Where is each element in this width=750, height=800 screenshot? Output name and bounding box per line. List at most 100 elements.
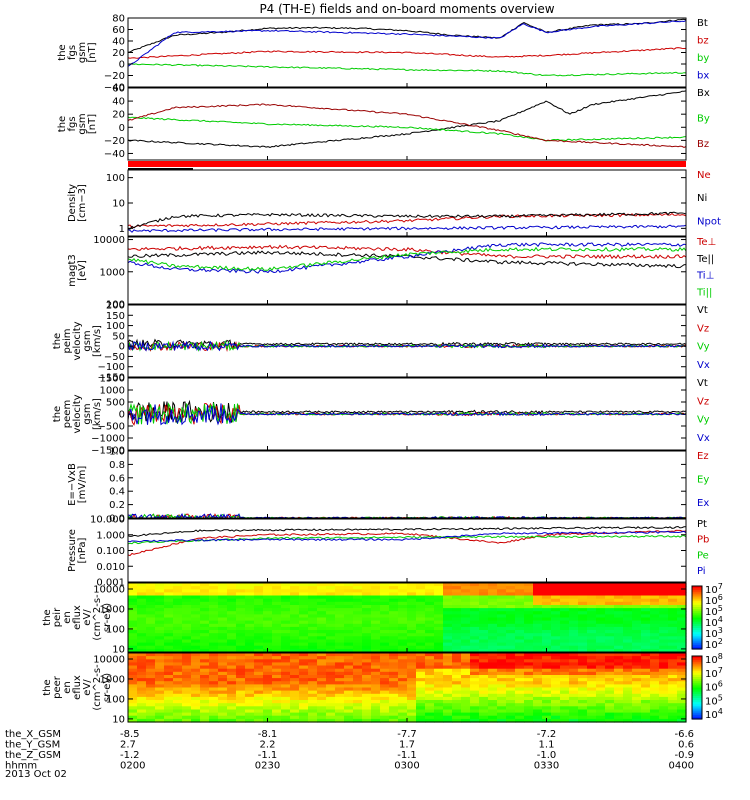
spectrogram-cell: [137, 595, 147, 600]
spectrogram-cell: [650, 595, 660, 600]
spectrogram-cell: [209, 620, 219, 625]
spectrogram-cell: [218, 630, 228, 634]
spectrogram-cell: [155, 700, 165, 704]
spectrogram-cell: [623, 693, 633, 698]
spectrogram-cell: [371, 648, 381, 653]
spectrogram-cell: [668, 605, 678, 609]
spectrogram-cell: [641, 617, 651, 622]
spectrogram-cell: [326, 715, 336, 720]
spectrogram-cell: [164, 633, 174, 637]
spectrogram-cell: [164, 645, 174, 650]
spectrogram-cell: [371, 601, 381, 606]
spectrogram-cell: [542, 601, 552, 606]
spectrogram-cell: [677, 648, 687, 653]
spectrogram-cell: [137, 706, 147, 710]
colorbar-swatch: [692, 712, 702, 716]
spectrogram-cell: [560, 678, 570, 682]
spectrogram-cell: [497, 696, 507, 701]
spectrogram-cell: [407, 718, 417, 723]
spectrogram-cell: [425, 639, 435, 644]
spectrogram-cell: [605, 605, 615, 609]
spectrogram-cell: [659, 630, 669, 634]
spectrogram-cell: [560, 636, 570, 640]
y-axis-label-line: eV/: [82, 609, 93, 626]
spectrogram-cell: [227, 703, 237, 707]
spectrogram-cell: [578, 675, 588, 679]
spectrogram-cell: [146, 665, 156, 670]
figure-title: P4 (TH-E) fields and on-board moments ov…: [259, 2, 554, 16]
spectrogram-cell: [389, 608, 399, 612]
spectrogram-cell: [524, 671, 534, 676]
spectrogram-cell: [461, 633, 471, 637]
spectrogram-cell: [479, 693, 489, 698]
spectrogram-cell: [128, 589, 138, 593]
spectrogram-cell: [524, 696, 534, 701]
spectrogram-cell: [227, 712, 237, 717]
y-axis-label-line: Pressure: [67, 529, 78, 572]
series-group: [127, 338, 687, 352]
spectrogram-cell: [614, 583, 624, 587]
spectrogram-cell: [254, 718, 264, 723]
spectrogram-cell: [308, 623, 318, 628]
spectrogram-cell: [479, 653, 489, 657]
spectrogram-cell: [443, 665, 453, 670]
spectrogram-cell: [641, 601, 651, 606]
spectrogram-cell: [227, 642, 237, 647]
colorbar-swatch: [692, 700, 702, 703]
spectrogram-cell: [389, 675, 399, 679]
spectrogram-cell: [587, 608, 597, 612]
spectrogram-cell: [218, 614, 228, 619]
spectrogram-cell: [245, 715, 255, 720]
spectrogram-cell: [659, 626, 669, 631]
spectrogram-cell: [362, 693, 372, 698]
colorbar-swatch: [692, 602, 702, 606]
spectrogram-cell: [443, 633, 453, 637]
spectrogram-cell: [317, 633, 327, 637]
spectrogram-cell: [650, 718, 660, 723]
y-axis-label-line: the: [52, 406, 63, 422]
spectrogram-cell: [371, 617, 381, 622]
spectrogram-cell: [371, 662, 381, 667]
spectrogram-cell: [542, 623, 552, 628]
colorbar-swatch: [692, 681, 702, 684]
spectrogram-cell: [515, 703, 525, 707]
spectrogram-cell: [191, 653, 201, 657]
spectrogram-cell: [533, 611, 543, 615]
spectrogram-cell: [506, 678, 516, 682]
spectrogram-cell: [263, 639, 273, 644]
spectrogram-cell: [479, 665, 489, 670]
spectrogram-cell: [416, 642, 426, 647]
spectrogram-cell: [398, 718, 408, 723]
spectrogram-cell: [614, 595, 624, 600]
spectrogram-cell: [218, 598, 228, 603]
spectrogram-cell: [668, 709, 678, 714]
spectrogram-cell: [335, 687, 345, 692]
spectrogram-cell: [542, 611, 552, 615]
spectrogram-cell: [416, 675, 426, 679]
spectrogram-cell: [542, 586, 552, 590]
spectrogram-cell: [434, 633, 444, 637]
spectrogram-cell: [290, 639, 300, 644]
spectrogram-cell: [326, 681, 336, 685]
spectrogram-cell: [299, 656, 309, 660]
spectrogram-cell: [542, 598, 552, 603]
spectrogram-cell: [353, 706, 363, 710]
spectrogram-cell: [128, 592, 138, 597]
legend-label: By: [697, 114, 710, 125]
spectrogram-cell: [362, 611, 372, 615]
spectrogram-cell: [173, 589, 183, 593]
spectrogram-cell: [272, 706, 282, 710]
spectrogram-cell: [137, 687, 147, 692]
spectrogram-cell: [137, 630, 147, 634]
spectrogram-cell: [443, 678, 453, 682]
spectrogram-cell: [290, 671, 300, 676]
colorbar-swatch: [692, 693, 702, 697]
spectrogram-cell: [551, 693, 561, 698]
spectrogram-cell: [182, 671, 192, 676]
spectrogram-cell: [281, 668, 291, 673]
spectrogram-cell: [461, 605, 471, 609]
spectrogram-cell: [272, 605, 282, 609]
spectrogram-cell: [344, 630, 354, 634]
